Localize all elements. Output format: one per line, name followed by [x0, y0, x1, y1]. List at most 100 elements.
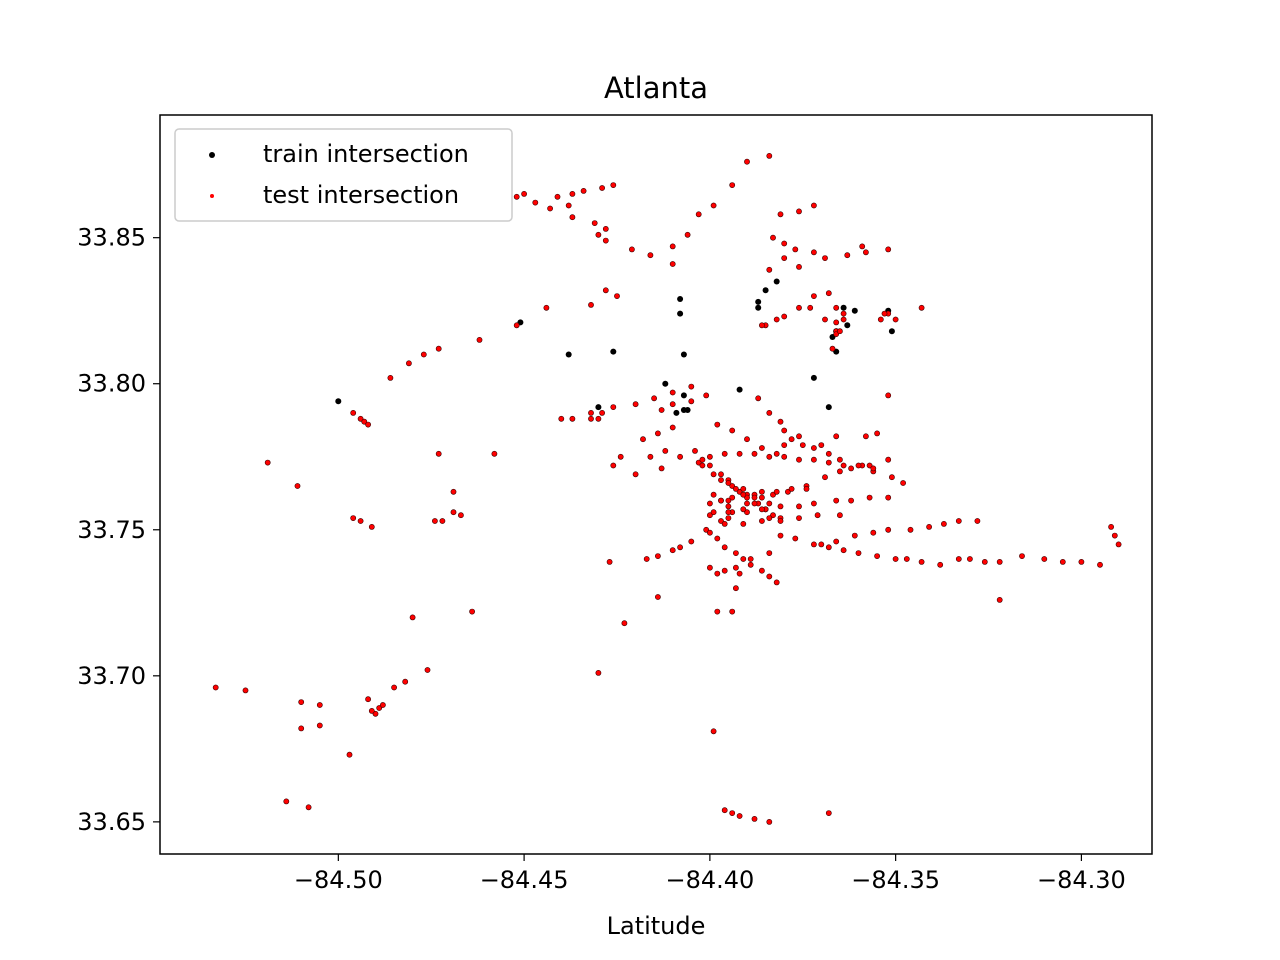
test-point — [744, 158, 750, 165]
train-point — [610, 348, 617, 355]
test-point — [595, 415, 602, 422]
test-point — [874, 553, 880, 559]
test-point — [825, 450, 832, 457]
test-point — [669, 243, 676, 250]
test-point — [450, 509, 457, 516]
test-point — [316, 702, 323, 708]
test-point — [632, 401, 639, 408]
test-point — [580, 187, 587, 194]
test-point — [840, 310, 847, 317]
test-point — [822, 316, 828, 323]
test-point — [766, 500, 773, 507]
test-point — [610, 182, 617, 188]
test-point — [599, 409, 605, 416]
test-point — [424, 667, 431, 673]
test-point — [759, 488, 765, 495]
test-point — [729, 608, 736, 615]
test-point — [298, 699, 305, 705]
test-point — [796, 304, 802, 311]
test-point — [755, 395, 762, 402]
test-point — [346, 751, 353, 758]
test-point — [766, 515, 773, 521]
test-point — [751, 500, 758, 507]
test-point — [283, 798, 290, 805]
test-point — [833, 497, 840, 504]
test-point — [387, 374, 394, 381]
test-point — [892, 316, 899, 323]
test-point — [357, 518, 364, 524]
test-point — [617, 453, 624, 460]
test-point — [792, 535, 799, 542]
y-tick-label: 33.85 — [77, 224, 146, 252]
test-point — [926, 524, 932, 530]
train-point — [595, 404, 602, 411]
test-point — [744, 436, 750, 443]
legend-label-train: train intersection — [263, 140, 469, 168]
test-point — [844, 252, 851, 259]
test-point — [368, 524, 375, 530]
test-point — [733, 585, 739, 592]
test-point — [796, 515, 802, 521]
test-point — [662, 447, 669, 454]
test-point — [788, 436, 795, 443]
test-point — [729, 427, 736, 434]
test-point — [435, 345, 442, 352]
test-point — [796, 433, 802, 440]
test-point — [796, 456, 802, 463]
test-point — [554, 193, 561, 200]
legend: train intersection test intersection — [174, 128, 513, 222]
test-point — [1059, 559, 1066, 565]
train-point — [762, 287, 769, 294]
test-point — [766, 409, 773, 416]
test-point — [777, 418, 784, 425]
test-point — [513, 193, 520, 200]
x-axis-label: Latitude — [607, 912, 706, 940]
test-point — [751, 816, 758, 822]
test-point — [766, 453, 773, 460]
test-point — [305, 804, 312, 811]
legend-marker-test — [210, 194, 214, 198]
test-point — [818, 442, 825, 448]
test-point — [1097, 561, 1103, 568]
test-point — [885, 246, 892, 253]
test-point — [759, 494, 765, 501]
test-point — [647, 252, 654, 259]
test-point — [814, 512, 821, 519]
test-point — [569, 214, 576, 221]
test-point — [773, 316, 780, 323]
test-point — [350, 515, 357, 521]
test-point — [721, 567, 728, 574]
test-point — [365, 421, 371, 428]
train-point — [825, 404, 832, 411]
test-point — [718, 477, 724, 483]
test-point — [740, 485, 747, 492]
y-tick-label: 33.65 — [77, 808, 146, 836]
train-point — [677, 296, 684, 302]
test-point — [610, 462, 617, 469]
y-tick-label: 33.70 — [77, 662, 146, 690]
test-point — [773, 488, 780, 495]
test-point — [707, 512, 713, 519]
test-point — [777, 532, 784, 539]
test-point — [744, 500, 750, 507]
test-point — [870, 529, 877, 536]
test-point — [718, 497, 724, 504]
test-point — [773, 579, 780, 586]
test-point — [811, 202, 817, 209]
test-point — [863, 249, 869, 256]
test-point — [747, 556, 754, 562]
test-point — [811, 293, 817, 299]
test-point — [595, 231, 602, 238]
test-point — [848, 465, 854, 472]
test-point — [677, 544, 683, 551]
test-point — [714, 421, 721, 428]
test-point — [409, 614, 416, 621]
test-point — [818, 541, 825, 548]
test-point — [796, 503, 802, 510]
test-point — [781, 453, 788, 460]
legend-box — [174, 128, 513, 222]
test-point — [610, 404, 617, 410]
test-point — [431, 518, 438, 524]
test-point — [729, 494, 736, 501]
test-point — [877, 316, 884, 323]
